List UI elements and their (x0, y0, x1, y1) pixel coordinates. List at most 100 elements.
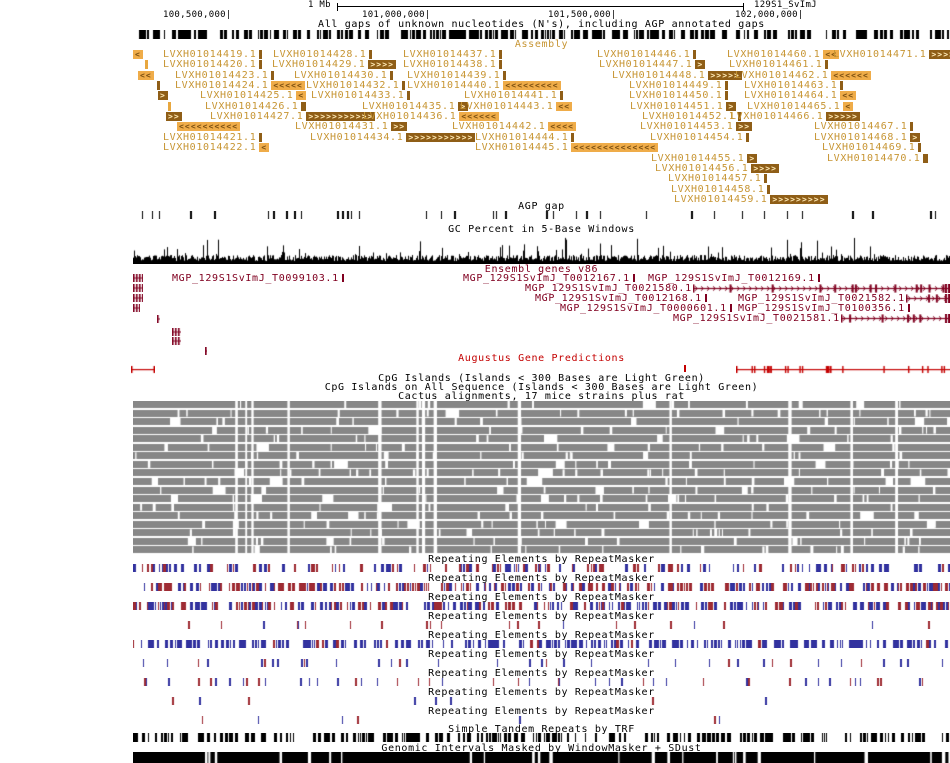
assembly-contig-label[interactable]: LVXH01014458.1 (671, 183, 765, 195)
assembly-contig-bar[interactable] (390, 70, 393, 80)
assembly-contig-label[interactable]: LVXH01014464.1 (744, 90, 838, 102)
assembly-contig-label[interactable]: LVXH01014423.1 (175, 69, 269, 81)
assembly-contig-box[interactable]: <<<<<<<<<<<<<< (571, 143, 659, 153)
track-title[interactable]: Repeating Elements by RepeatMasker (428, 687, 655, 698)
assembly-contig-label[interactable]: LVXH01014435.1 (362, 100, 456, 112)
track-title[interactable]: CpG Islands on All Sequence (Islands < 3… (324, 382, 759, 393)
assembly-contig-label[interactable]: LVXH01014471.1 (833, 49, 927, 60)
assembly-contig-label[interactable]: LVXH01014453.1 (640, 121, 734, 133)
assembly-contig-box[interactable]: << (556, 101, 573, 111)
assembly-contig-label[interactable]: LVXH01014421.1 (163, 131, 257, 143)
assembly-contig-label[interactable]: LVXH01014444.1 (475, 131, 569, 143)
assembly-contig-bar[interactable] (168, 101, 171, 111)
assembly-contig-box[interactable]: >>>>> (708, 70, 742, 80)
assembly-contig-label[interactable]: LVXH01014438.1 (403, 59, 497, 71)
track-title[interactable]: All gaps of unknown nucleotides (N's), i… (318, 19, 765, 30)
repeatmasker-track-8[interactable] (133, 697, 950, 705)
assembly-contig-label[interactable]: LVXH01014465.1 (747, 100, 841, 112)
track-title[interactable]: GC Percent in 5-Base Windows (448, 224, 635, 235)
assembly-contig-label[interactable]: LVXH01014462.1 (735, 69, 829, 81)
assembly-contig-label[interactable]: LVXH01014430.1 (294, 69, 388, 81)
ensembl-gene-structure[interactable] (841, 314, 950, 323)
assembly-contig-bar[interactable] (910, 122, 913, 132)
assembly-contig-label[interactable]: LVXH01014452.1 (642, 111, 736, 123)
assembly-contig-label[interactable]: LVXH01014450.1 (629, 90, 723, 102)
assembly-contig-box[interactable]: >>>>>>>>> (770, 194, 828, 204)
ensembl-gene-stub[interactable] (133, 274, 143, 282)
repeatmasker-track-1[interactable] (133, 564, 950, 572)
assembly-contig-label[interactable]: LVXH01014469.1 (822, 142, 916, 154)
assembly-contig-label[interactable]: LVXH01014422.1 (163, 142, 257, 154)
assembly-contig-bar[interactable] (301, 101, 307, 112)
assembly-contig-label[interactable]: LVXH01014431.1 (295, 121, 389, 133)
assembly-contig-box[interactable]: > (910, 132, 921, 142)
ensembl-gene-bar[interactable] (704, 294, 707, 302)
assembly-contig-bar[interactable] (923, 153, 929, 163)
track-title[interactable]: AGP gap (518, 201, 565, 212)
ensembl-gene-bar[interactable] (729, 304, 732, 312)
repeatmasker-track-6[interactable] (133, 659, 950, 667)
repeatmasker-track-4[interactable] (133, 621, 950, 629)
track-title[interactable]: Repeating Elements by RepeatMasker (428, 573, 655, 584)
track-title[interactable]: Genomic Intervals Masked by WindowMasker… (381, 743, 702, 754)
assembly-contig-box[interactable]: >>>>> (826, 112, 860, 122)
assembly-contig-bar[interactable] (259, 60, 262, 70)
repeatmasker-track-7[interactable] (133, 678, 950, 686)
assembly-contig-label[interactable]: LVXH01014455.1 (651, 152, 745, 164)
assembly-contig-label[interactable]: LVXH01014437.1 (403, 49, 497, 60)
ensembl-gene-stub[interactable] (133, 294, 143, 302)
ensembl-gene-label[interactable]: MGP_129S1SvImJ_T0021580.1 (525, 283, 692, 294)
assembly-contig-label[interactable]: LVXH01014428.1 (273, 49, 367, 60)
ensembl-gene-stub[interactable] (133, 304, 140, 312)
assembly-contig-bar[interactable] (764, 174, 767, 184)
assembly-contig-label[interactable]: LVXH01014445.1 (475, 142, 569, 154)
assembly-contig-label[interactable]: LVXH01014460.1 (727, 49, 821, 60)
assembly-contig-bar[interactable] (407, 91, 410, 101)
ensembl-gene-label[interactable]: MGP_129S1SvImJ_T0021581.1 (673, 313, 840, 324)
ensembl-gene-label[interactable]: MGP_129S1SvImJ_T0021582.1 (738, 293, 905, 304)
assembly-contig-label[interactable]: LVXH01014454.1 (650, 131, 744, 143)
assembly-contig-label[interactable]: LVXH01014419.1 (163, 49, 257, 60)
ensembl-gene-bar[interactable] (907, 304, 910, 312)
assembly-contig-box[interactable]: >>>>>>>>>>> (406, 132, 476, 142)
assembly-contig-box[interactable]: >>>> (368, 60, 397, 70)
windowmasker-track[interactable] (133, 752, 950, 763)
assembly-contig-bar[interactable] (145, 60, 148, 70)
assembly-contig-bar[interactable] (402, 81, 405, 91)
ensembl-gene-stub[interactable] (133, 284, 143, 292)
assembly-contig-label[interactable]: LVXH01014424.1 (175, 80, 269, 92)
ensembl-gene-stub[interactable] (172, 337, 181, 345)
assembly-contig-bar[interactable] (746, 132, 749, 142)
assembly-contig-box[interactable]: << (840, 91, 857, 101)
assembly-contig-label[interactable]: LVXH01014429.1 (272, 59, 366, 71)
ensembl-gene-label[interactable]: MGP_129S1SvImJ_T0012168.1 (535, 293, 702, 304)
ensembl-gene-stub[interactable] (205, 347, 207, 355)
track-title[interactable]: Repeating Elements by RepeatMasker (428, 611, 655, 622)
track-title[interactable]: Repeating Elements by RepeatMasker (428, 630, 655, 641)
ensembl-gene-stub[interactable] (157, 315, 160, 323)
assembly-contig-label[interactable]: LVXH01014467.1 (814, 121, 908, 133)
assembly-contig-label[interactable]: LVXH01014439.1 (407, 69, 501, 81)
assembly-contig-label[interactable]: LVXH01014420.1 (163, 59, 257, 71)
assembly-contig-label[interactable]: LVXH01014470.1 (827, 152, 921, 164)
assembly-contig-box[interactable]: <<<<<<<<< (503, 81, 561, 91)
assembly-contig-label[interactable]: LVXH01014432.1 (306, 80, 400, 92)
assembly-contig-label[interactable]: LVXH01014434.1 (310, 131, 404, 143)
assembly-contig-bar[interactable] (738, 112, 741, 122)
track-title[interactable]: Repeating Elements by RepeatMasker (428, 668, 655, 679)
assembly-contig-box[interactable]: < (259, 143, 270, 153)
assembly-contig-box[interactable]: > (158, 91, 168, 101)
track-title[interactable]: Augustus Gene Predictions (458, 353, 625, 364)
repeatmasker-track-9[interactable] (133, 716, 950, 724)
assembly-contig-label[interactable]: LVXH01014451.1 (630, 100, 724, 112)
track-title[interactable]: Simple Tandem Repeats by TRF (448, 724, 635, 735)
assembly-contig-box[interactable]: < (133, 50, 143, 59)
assembly-contig-box[interactable]: >> (391, 122, 408, 132)
assembly-contig-label[interactable]: LVXH01014456.1 (655, 162, 749, 174)
ensembl-gene-label[interactable]: MGP_129S1SvImJ_T0000601.1 (560, 303, 727, 314)
ensembl-gene-bar[interactable] (341, 274, 344, 282)
assembly-contig-bar[interactable] (840, 81, 843, 91)
ensembl-gene-structure[interactable] (906, 294, 950, 303)
assembly-contig-box[interactable]: < (843, 101, 854, 111)
track-title[interactable]: Repeating Elements by RepeatMasker (428, 592, 655, 603)
